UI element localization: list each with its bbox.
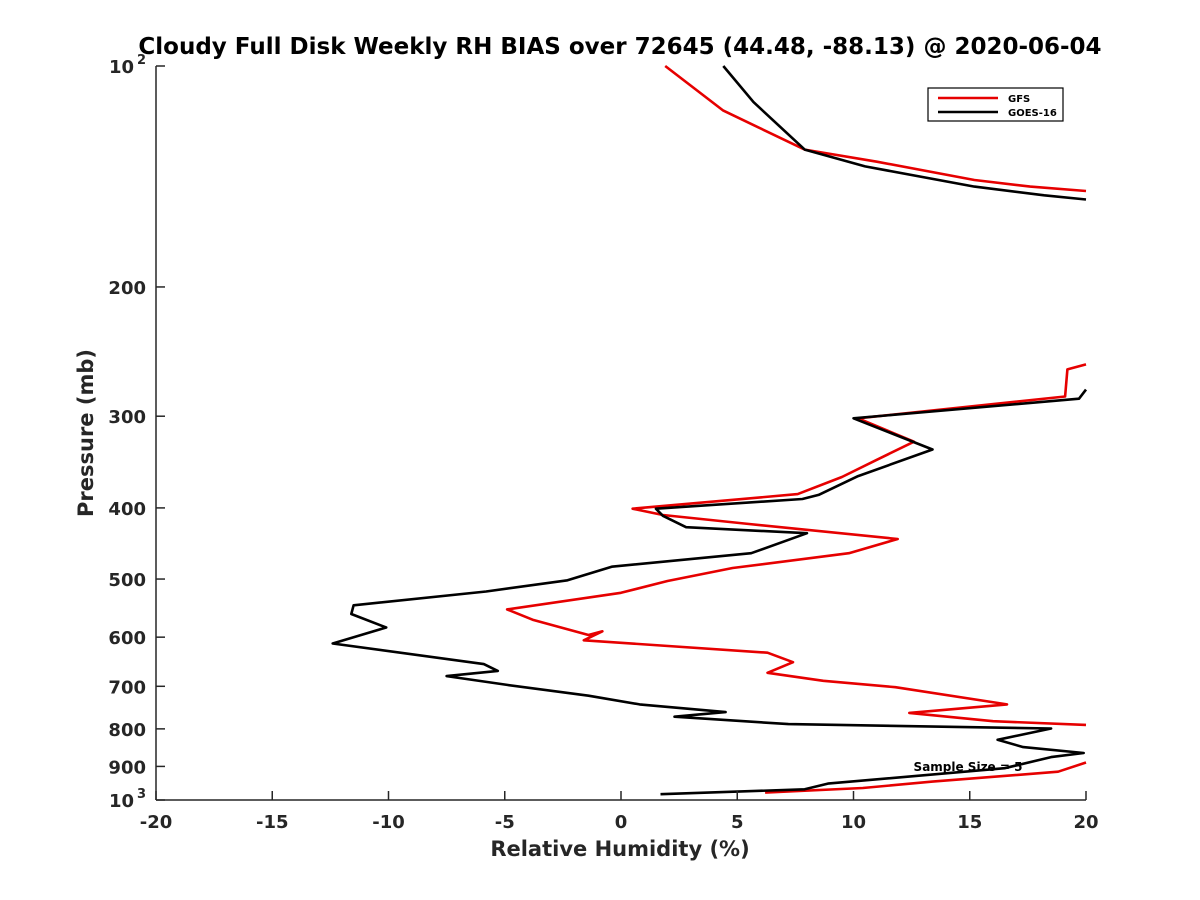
sample-size-annotation: Sample Size = 5 (914, 760, 1023, 774)
y-tick-exponent: 2 (137, 53, 146, 68)
legend-box (927, 87, 1064, 122)
x-tick-label: 20 (1073, 812, 1098, 833)
x-tick-label: 0 (615, 812, 628, 833)
y-tick-exponent: 3 (137, 787, 146, 802)
x-tick-label: -5 (495, 812, 515, 833)
y-tick-label: 10 (109, 57, 134, 78)
y-tick-label: 200 (108, 278, 146, 299)
y-axis-label: Pressure (mb) (74, 349, 98, 517)
y-tick-label: 700 (108, 677, 146, 698)
x-tick-label: -20 (140, 812, 173, 833)
series-line-goes-16 (331, 65, 1088, 796)
y-tick-label: 10 (109, 791, 134, 812)
x-tick-label: 15 (957, 812, 982, 833)
chart-title: Cloudy Full Disk Weekly RH BIAS over 726… (138, 34, 1101, 60)
x-tick-label: 10 (841, 812, 866, 833)
series-line-gfs (505, 64, 1087, 794)
x-tick-label: 5 (731, 812, 744, 833)
y-tick-label: 600 (108, 628, 146, 649)
y-tick-label: 500 (108, 570, 146, 591)
y-tick-label: 800 (108, 720, 146, 741)
plot-area (331, 64, 1088, 796)
legend-label-gfs: GFS (1008, 94, 1030, 105)
y-tick-label: 300 (108, 407, 146, 428)
legend: GFS GOES-16 (927, 87, 1064, 122)
x-tick-label: -10 (372, 812, 405, 833)
y-tick-label: 900 (108, 757, 146, 778)
y-tick-label: 400 (108, 499, 146, 520)
legend-label-goes-16: GOES-16 (1008, 108, 1057, 119)
x-axis-label: Relative Humidity (%) (490, 837, 749, 861)
x-tick-label: -15 (256, 812, 289, 833)
x-axis: -20 -15 -10 -5 0 5 10 15 20 (140, 791, 1099, 833)
